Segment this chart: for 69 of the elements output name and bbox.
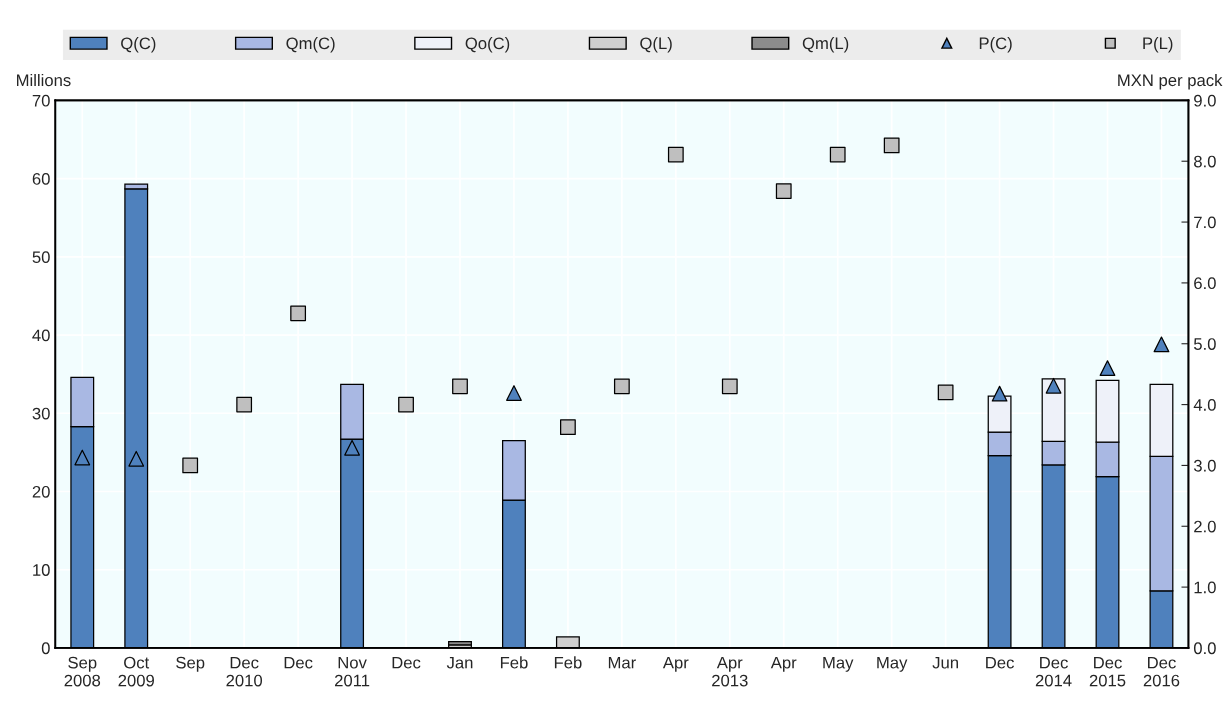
y2-axis-title: MXN per pack bbox=[1118, 73, 1223, 90]
legend-label: Q(L) bbox=[640, 37, 672, 53]
y2-tick-label: 3.0 bbox=[1193, 459, 1216, 472]
x-tick-label: Jun bbox=[932, 656, 958, 669]
point bbox=[128, 450, 145, 467]
x-tick-label: Apr bbox=[770, 656, 797, 672]
y2-tick-label: 2.0 bbox=[1194, 520, 1216, 533]
point bbox=[667, 146, 684, 163]
point bbox=[1045, 377, 1062, 394]
y-tick-label: 60 bbox=[32, 173, 50, 185]
x-tick-label: Oct 2009 bbox=[118, 656, 154, 687]
x-tick-label: Dec 2016 bbox=[1143, 656, 1180, 687]
y2-tick-label: 1.0 bbox=[1194, 581, 1216, 594]
point bbox=[829, 146, 846, 163]
y2-tick-label: 7.0 bbox=[1194, 216, 1216, 229]
point bbox=[1153, 336, 1170, 353]
y-tick-label: 40 bbox=[32, 329, 50, 342]
point bbox=[883, 137, 900, 154]
point bbox=[74, 449, 91, 466]
point bbox=[290, 305, 307, 322]
y-tick-label: 20 bbox=[32, 485, 50, 498]
x-tick-label: Jan bbox=[446, 656, 473, 669]
x-tick-label: Sep bbox=[176, 656, 205, 672]
y2-tick-label: 4.0 bbox=[1193, 398, 1216, 411]
point bbox=[937, 384, 954, 401]
point bbox=[236, 396, 253, 413]
legend-label: P(C) bbox=[979, 37, 1012, 53]
x-tick-label: Apr 2013 bbox=[712, 656, 748, 687]
x-tick-label: Dec 2015 bbox=[1089, 656, 1126, 687]
y-tick-label: 0 bbox=[41, 642, 50, 655]
y-tick-label: 70 bbox=[32, 94, 50, 107]
point bbox=[560, 419, 576, 436]
point bbox=[506, 385, 522, 401]
y-tick-label: 30 bbox=[32, 407, 50, 420]
legend-label: Q(C) bbox=[121, 37, 156, 53]
point bbox=[1099, 360, 1116, 376]
x-tick-label: Dec bbox=[392, 656, 421, 669]
y-tick-label: 50 bbox=[32, 251, 50, 264]
x-tick-label: Sep 2008 bbox=[64, 656, 101, 687]
x-tick-label: Apr bbox=[662, 656, 689, 672]
x-tick-label: Dec bbox=[986, 656, 1014, 669]
x-tick-label: Dec bbox=[284, 656, 313, 669]
point bbox=[452, 378, 468, 395]
point bbox=[398, 396, 414, 413]
x-tick-label: May bbox=[823, 656, 854, 672]
x-tick-label: Feb bbox=[554, 656, 582, 669]
point bbox=[344, 439, 360, 456]
y-tick-label: 10 bbox=[33, 564, 50, 576]
legend-label: Qm(L) bbox=[802, 37, 849, 53]
x-tick-label: Dec 2010 bbox=[226, 656, 263, 687]
point bbox=[991, 385, 1008, 402]
point bbox=[182, 457, 199, 474]
y2-tick-label: 6.0 bbox=[1194, 277, 1216, 290]
y2-tick-label: 5.0 bbox=[1193, 338, 1216, 350]
x-tick-label: Mar bbox=[608, 656, 636, 669]
legend-label: P(L) bbox=[1143, 37, 1173, 53]
point bbox=[775, 183, 792, 199]
x-tick-label: Nov 2011 bbox=[335, 656, 370, 687]
y2-tick-label: 8.0 bbox=[1194, 155, 1216, 168]
x-tick-label: May bbox=[877, 656, 908, 672]
y2-tick-label: 9.0 bbox=[1194, 94, 1216, 107]
x-tick-label: Dec 2014 bbox=[1035, 656, 1072, 687]
point bbox=[721, 378, 738, 395]
y-axis-title: Millions bbox=[17, 73, 71, 87]
legend-label: Qo(C) bbox=[465, 37, 510, 53]
y2-tick-label: 0.0 bbox=[1193, 642, 1216, 655]
x-tick-label: Feb bbox=[500, 656, 528, 669]
point bbox=[613, 378, 630, 395]
legend-label: Qm(C) bbox=[286, 37, 335, 53]
